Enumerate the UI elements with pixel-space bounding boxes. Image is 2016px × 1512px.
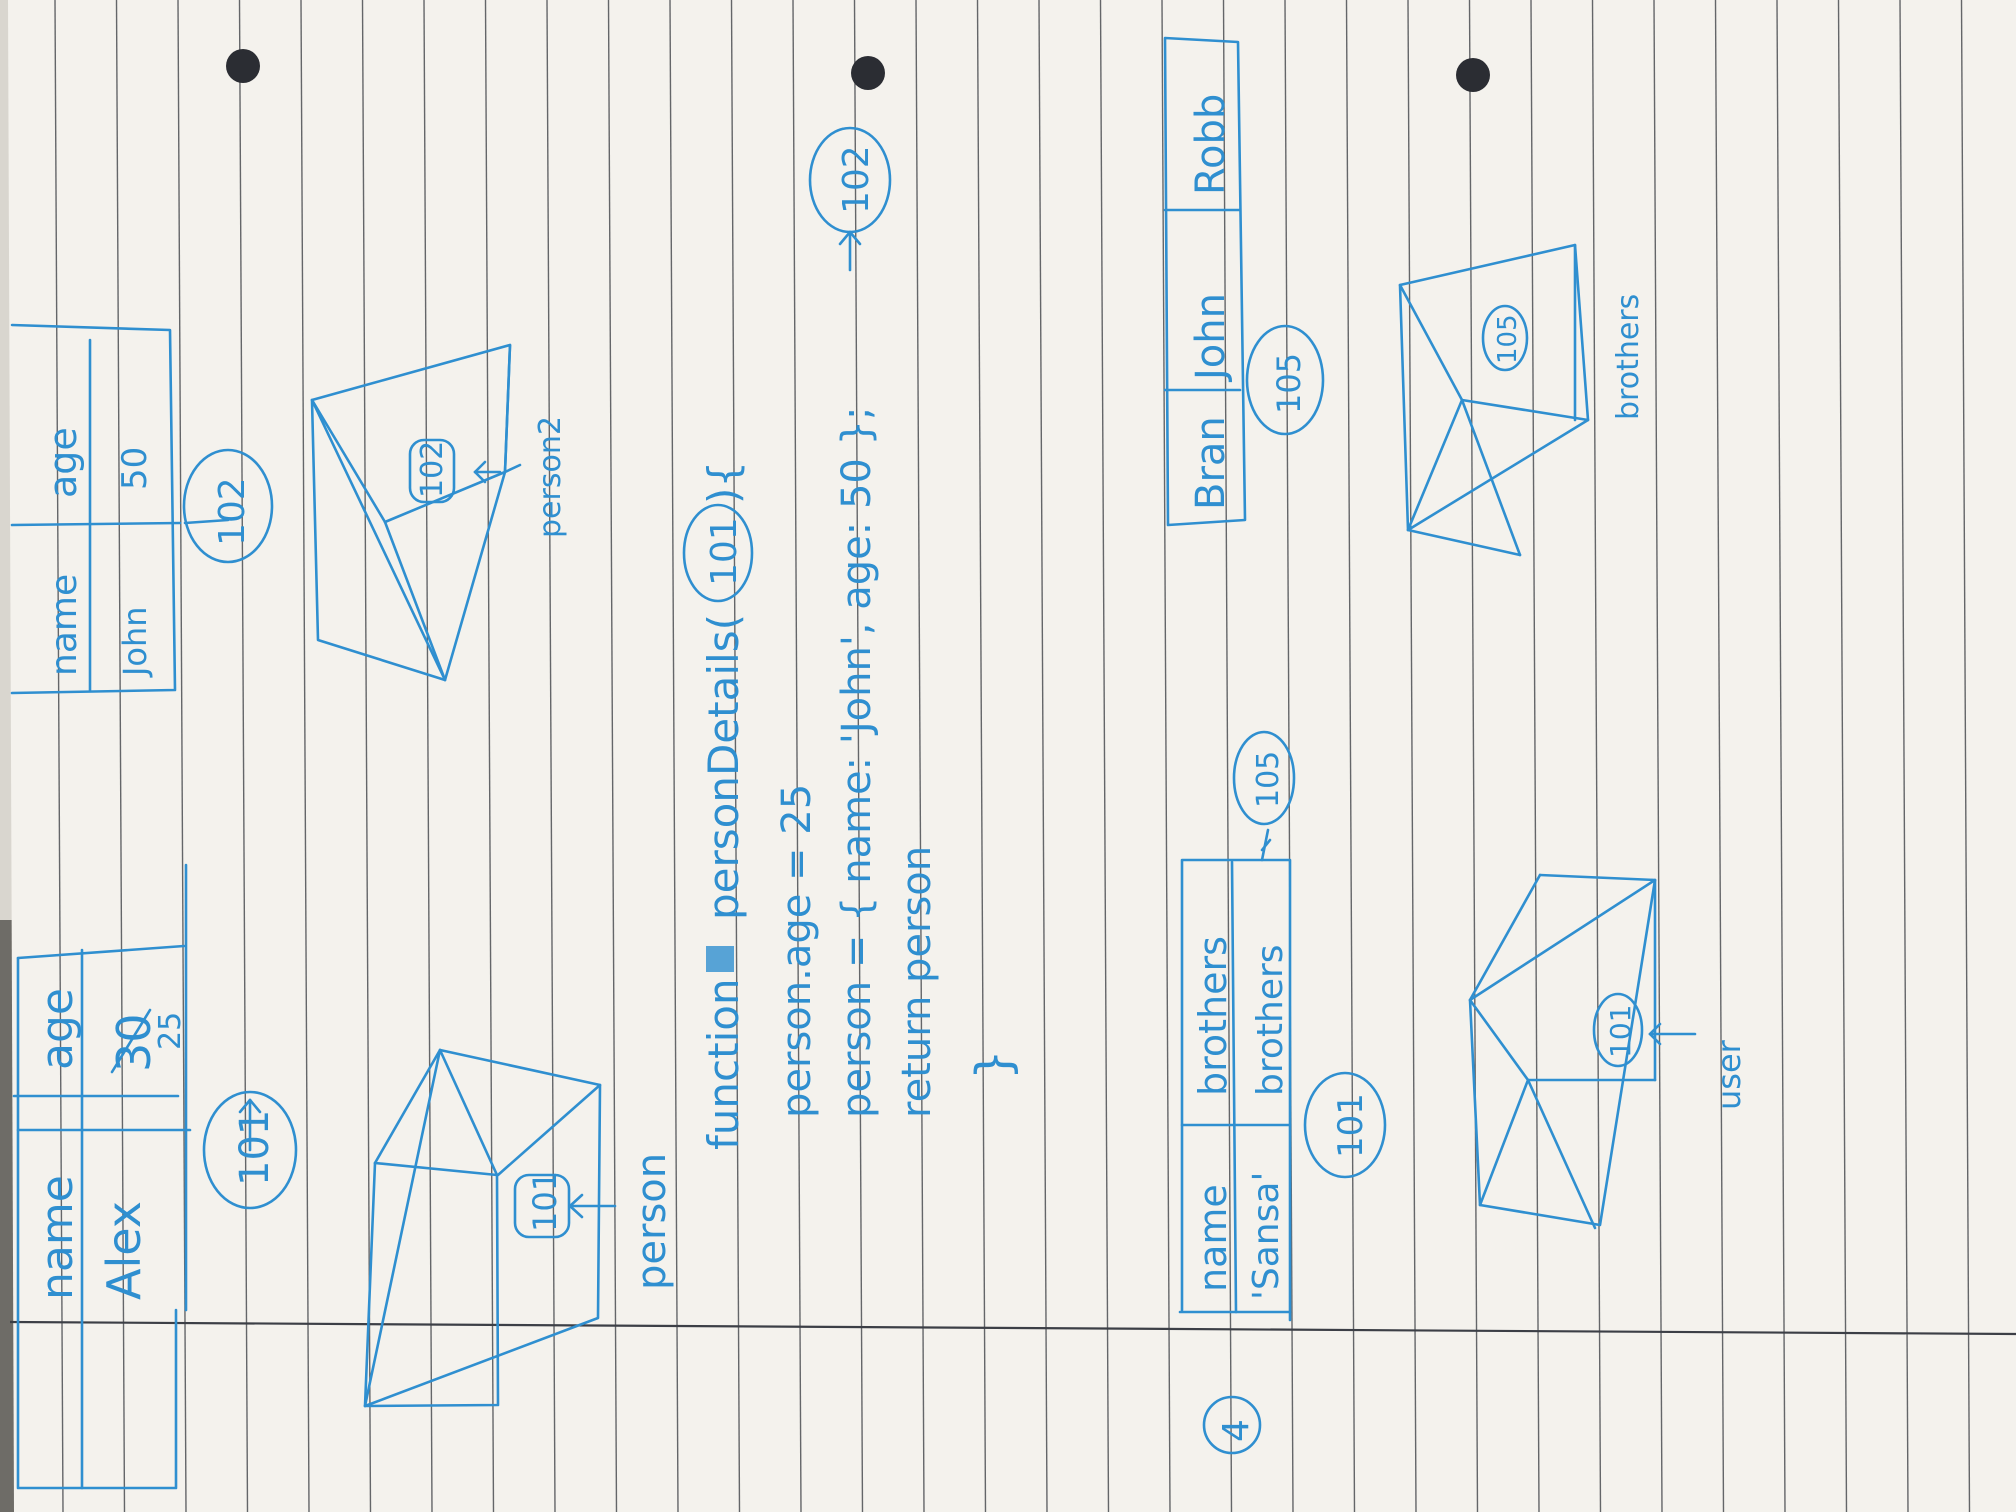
diagram-1-age-correction: 25	[153, 1012, 188, 1050]
ruled-line	[1284, 0, 1294, 1512]
code-line-3: person = { name: 'John', age: 50 };	[834, 407, 880, 1118]
margin-line	[9, 1320, 2016, 1336]
diagram-4-brothers-ref: 105	[1251, 751, 1286, 808]
ruled-line	[1714, 0, 1725, 1512]
diagram-2-box-address: 102	[415, 441, 450, 498]
ruled-line	[1591, 0, 1602, 1512]
code-function-keyword: function	[699, 978, 748, 1150]
ruled-line	[853, 0, 864, 1512]
code-line-4: return person	[894, 846, 940, 1118]
code-line-2: person.age = 25	[774, 784, 820, 1118]
ruled-line	[1776, 0, 1786, 1512]
punch-hole-1	[226, 49, 260, 83]
diagram-4-box-address: 101	[1604, 1005, 1637, 1058]
array-item-1: Bran	[1188, 416, 1234, 510]
diagram-1-header-age: age	[32, 988, 83, 1070]
diagram-1-value-age: 30	[107, 1013, 161, 1072]
diagram-1-address: 101	[232, 1110, 278, 1186]
diagram-4-value-name: 'Sansa'	[1246, 1172, 1287, 1300]
paper-sheet	[8, 0, 2016, 1512]
ruled-line	[300, 0, 310, 1512]
desk-edge	[0, 920, 14, 1512]
array-item-2: John	[1188, 293, 1234, 383]
ruled-line	[361, 0, 372, 1512]
ruled-line	[915, 0, 925, 1512]
array-item-3: Robb	[1188, 94, 1234, 195]
diagram-4: 4 name 'Sansa' brothers brothers 105 101	[1178, 730, 1748, 1455]
ruled-line	[484, 0, 495, 1512]
code-scribble	[706, 946, 734, 972]
ruled-line	[607, 0, 618, 1512]
diagram-2-header-age: age	[41, 427, 85, 498]
punch-hole-3	[1456, 58, 1490, 92]
diagram-2-variable: person2	[533, 416, 568, 538]
code-function-open: ){	[699, 461, 748, 504]
ruled-line	[1837, 0, 1848, 1512]
ruled-line	[115, 0, 126, 1512]
ruled-line	[1038, 0, 1048, 1512]
diagram-1: name Alex age 30 25 101 101	[12, 863, 675, 1490]
ruled-line	[1468, 0, 1479, 1512]
diagram-4-header-brothers: brothers	[1191, 936, 1235, 1096]
diagram-2-address: 102	[212, 477, 253, 546]
ruled-line	[1345, 0, 1356, 1512]
ruled-line	[1530, 0, 1540, 1512]
ruled-line	[1407, 0, 1417, 1512]
diagram-1-box-address: 101	[526, 1171, 564, 1232]
punch-hole-2	[851, 56, 885, 90]
diagram-2-value-age: 50	[115, 447, 155, 490]
code-block: function personDetails( 101 ){ person.ag…	[682, 126, 1022, 1150]
diagram-1-value-name: Alex	[97, 1201, 151, 1300]
ruled-line	[976, 0, 987, 1512]
diagram-5-variable: brothers	[1611, 294, 1646, 420]
ruled-line	[54, 0, 64, 1512]
ruled-line	[669, 0, 679, 1512]
diagram-4-header-name: name	[1191, 1184, 1235, 1292]
ruled-line	[792, 0, 802, 1512]
ruled-line	[1653, 0, 1663, 1512]
ruled-line	[1161, 0, 1171, 1512]
diagram-2: name John age 50 102 102 person2	[10, 323, 568, 695]
ruled-line	[1899, 0, 1909, 1512]
diagram-4-marker: 4	[1216, 1419, 1257, 1442]
ruled-line	[730, 0, 741, 1512]
ruled-line	[238, 0, 249, 1512]
ruled-line	[1099, 0, 1110, 1512]
code-function-arg: 101	[704, 517, 745, 586]
diagram-2-header-name: name	[44, 574, 85, 676]
diagram-1-header-name: name	[32, 1175, 83, 1300]
diagram-4-variable: user	[1710, 1039, 1748, 1110]
code-line-3-address: 102	[836, 145, 877, 214]
diagram-5-address: 105	[1270, 353, 1308, 414]
diagram-4-value-brothers: brothers	[1250, 944, 1291, 1096]
diagram-1-variable: person	[629, 1153, 675, 1290]
ruled-line	[423, 0, 433, 1512]
code-line-5: }	[966, 1049, 1022, 1080]
diagram-4-address: 101	[1331, 1093, 1371, 1158]
ruled-line	[1222, 0, 1233, 1512]
ruled-lines	[54, 0, 1971, 1512]
ruled-line	[177, 0, 187, 1512]
diagram-5: Bran John Robb 105 105 brothers	[1163, 36, 1646, 557]
ruled-line	[546, 0, 556, 1512]
code-function-name: personDetails(	[699, 614, 748, 920]
diagram-5-box-address: 105	[1493, 314, 1523, 364]
diagram-2-value-name: John	[116, 606, 154, 678]
ruled-line	[1960, 0, 1971, 1512]
